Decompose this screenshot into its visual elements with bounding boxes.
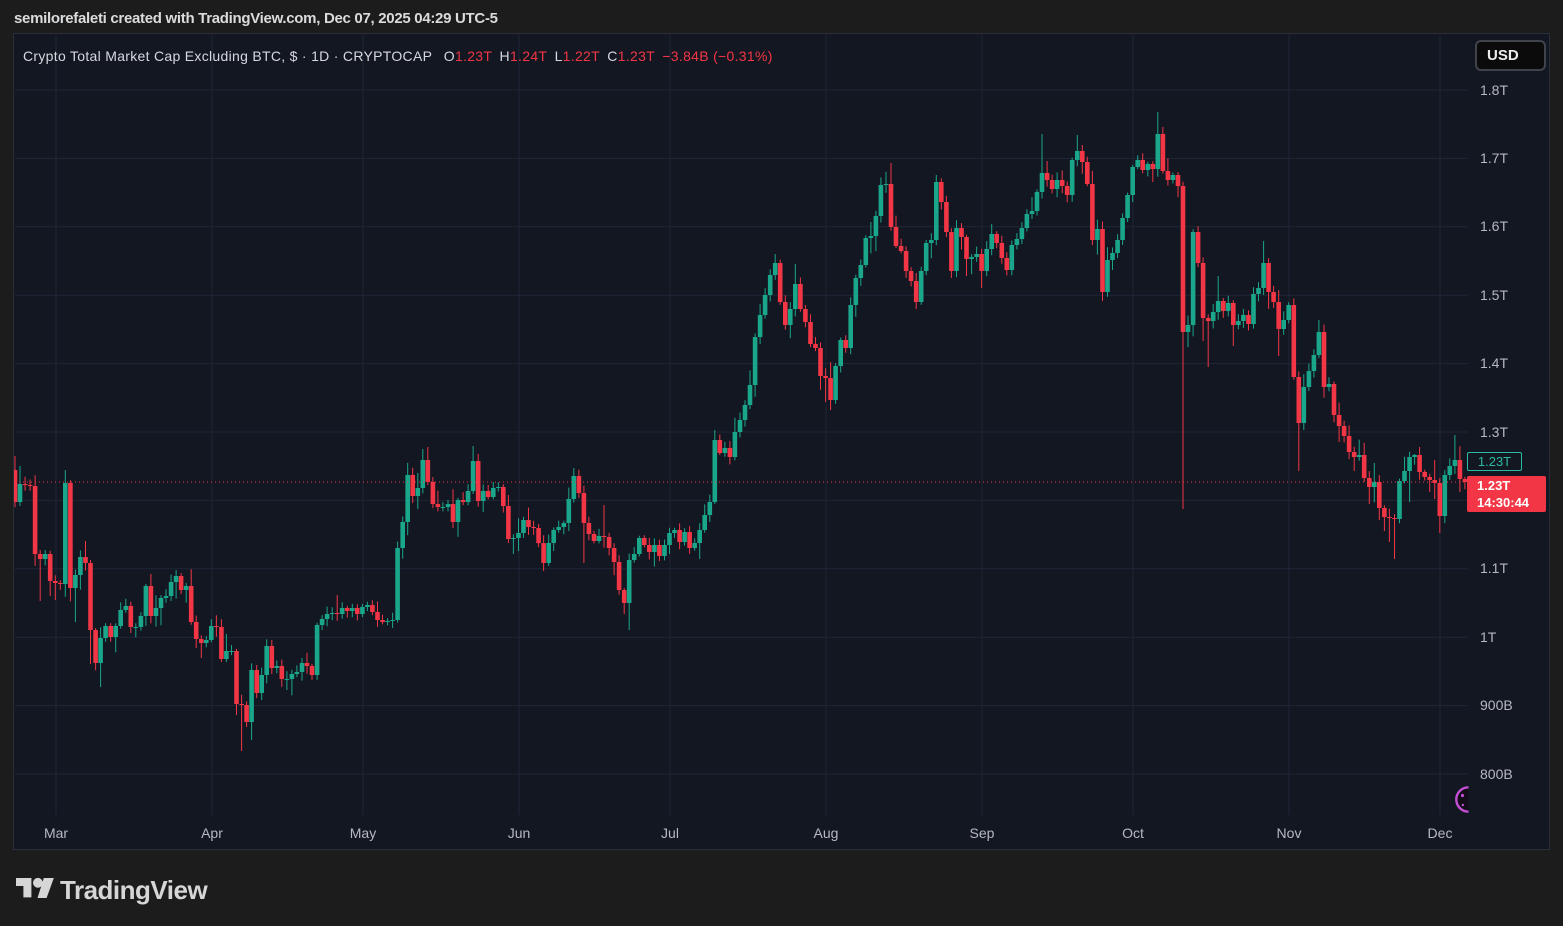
svg-text:TradingView: TradingView	[60, 876, 208, 905]
